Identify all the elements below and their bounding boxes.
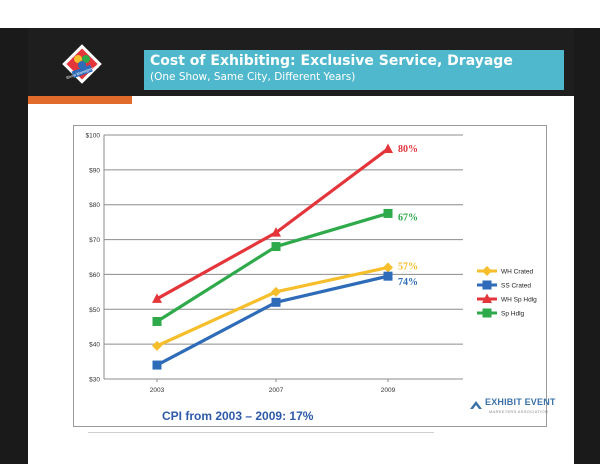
line-chart: $30 $40 $50 $60 $70 $80 $90 $100 2003 2007 2009 57… xyxy=(86,133,538,395)
legend-marker xyxy=(482,293,492,303)
data-label: 67% xyxy=(398,212,418,223)
y-tick-label: $90 xyxy=(89,167,100,174)
x-tick-label: 2003 xyxy=(150,387,165,394)
legend-label: WH Crated xyxy=(501,269,534,276)
data-point xyxy=(271,286,281,297)
data-point xyxy=(152,316,162,326)
y-tick-label: $50 xyxy=(89,307,100,314)
data-point xyxy=(271,227,281,237)
data-point xyxy=(271,242,281,252)
legend-marker xyxy=(482,280,492,290)
data-point xyxy=(383,262,393,273)
data-point xyxy=(383,143,393,153)
y-tick-label: $80 xyxy=(89,202,100,209)
y-tick-label: $100 xyxy=(86,133,101,140)
data-label: 57% xyxy=(398,261,418,272)
series-line-ss-crated xyxy=(156,274,389,367)
footer-brand: EXHIBIT EVENT xyxy=(485,397,556,407)
y-tick-label: $40 xyxy=(89,342,100,349)
title-box: Cost of Exhibiting: Exclusive Service, D… xyxy=(144,50,564,90)
slide: Show Management Cost of Exhibiting: Excl… xyxy=(28,28,574,464)
y-tick-label: $60 xyxy=(89,272,100,279)
legend-label: SS Crated xyxy=(501,283,531,290)
legend-label: Sp Hdlg xyxy=(501,311,525,318)
legend-marker xyxy=(482,266,492,276)
y-tick-label: $70 xyxy=(89,237,100,244)
footer-subtitle: MARKETERS ASSOCIATION xyxy=(489,409,549,414)
x-tick-label: 2007 xyxy=(269,387,284,394)
chart-frame: $30 $40 $50 $60 $70 $80 $90 $100 2003 2007 2009 57… xyxy=(73,125,547,427)
data-label: 74% xyxy=(398,277,418,288)
legend-label: WH Sp Hdlg xyxy=(501,297,537,304)
data-point xyxy=(383,271,393,281)
legend-marker xyxy=(482,308,492,318)
data-point xyxy=(271,297,281,307)
data-point xyxy=(152,340,162,351)
slide-subtitle: (One Show, Same City, Different Years) xyxy=(150,71,356,83)
bottom-divider xyxy=(88,432,434,433)
data-point xyxy=(383,208,393,218)
data-label: 80% xyxy=(398,144,418,155)
footer-logo: EXHIBIT EVENT MARKETERS ASSOCIATION xyxy=(469,397,555,421)
orange-accent-bar xyxy=(28,96,132,104)
x-tick-label: 2009 xyxy=(381,387,396,394)
show-logo: Show Management xyxy=(58,40,106,88)
top-margin xyxy=(0,0,600,28)
slide-title: Cost of Exhibiting: Exclusive Service, D… xyxy=(150,53,513,69)
data-point xyxy=(152,360,162,370)
footer-logo-icon xyxy=(470,401,482,409)
data-point xyxy=(152,293,162,303)
cpi-footnote: CPI from 2003 – 2009: 17% xyxy=(162,409,314,423)
y-tick-label: $30 xyxy=(89,377,100,384)
